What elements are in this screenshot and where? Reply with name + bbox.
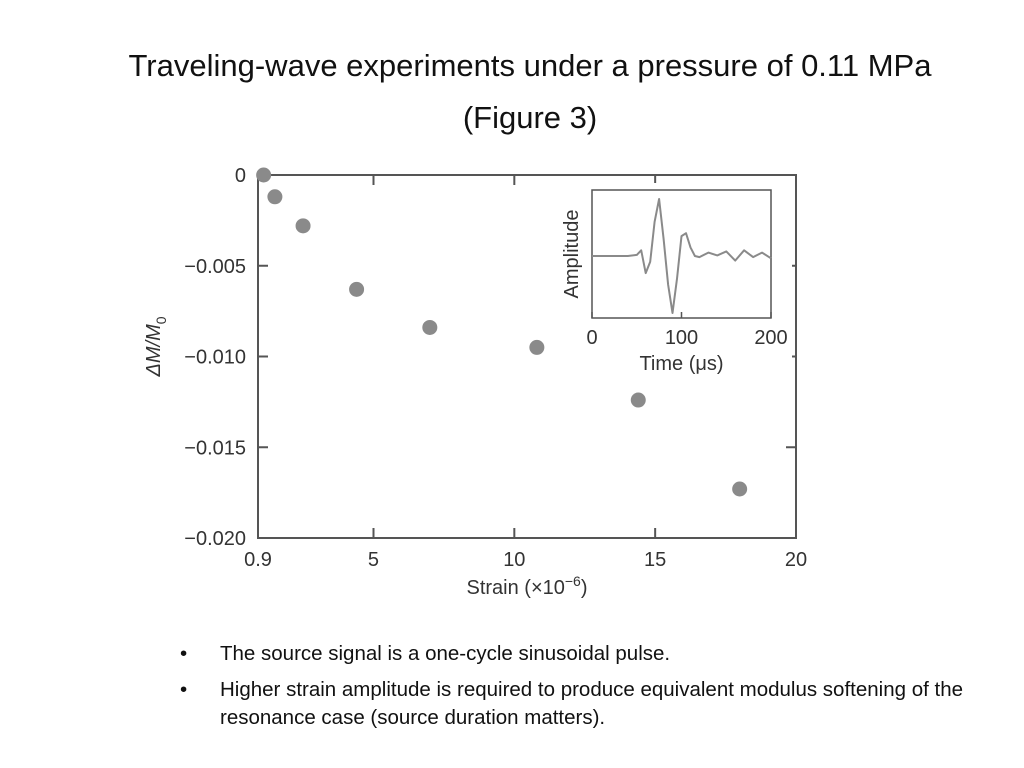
- data-point: [732, 481, 748, 497]
- x-axis-label-exponent: −6: [565, 573, 581, 589]
- bullet-glyph: •: [180, 678, 188, 701]
- x-tick-label: 0.9: [244, 549, 272, 571]
- y-axis-label: ΔM/M0: [143, 316, 169, 377]
- bullet-text: The source signal is a one-cycle sinusoi…: [220, 642, 671, 665]
- slide-title: Traveling-wave experiments under a press…: [0, 40, 1024, 144]
- x-tick-label: 10: [503, 549, 525, 571]
- y-axis-label-main: ΔM/M: [143, 324, 165, 378]
- data-point: [267, 189, 283, 205]
- inset-x-axis-label: Time (μs): [639, 353, 723, 375]
- y-tick-label: −0.005: [184, 256, 246, 278]
- x-axis-label: Strain (×10−6): [466, 573, 587, 599]
- title-line-2: (Figure 3): [462, 100, 598, 135]
- y-tick-label: 0: [235, 165, 246, 187]
- y-tick-label: −0.015: [184, 437, 246, 459]
- data-point: [349, 281, 365, 297]
- inset-waveform-line: [592, 198, 772, 314]
- inset-x-tick-label: 0: [586, 327, 597, 349]
- x-axis-label-main: Strain (×10: [466, 577, 564, 599]
- title-line-1: Traveling-wave experiments under a press…: [128, 48, 932, 83]
- data-point: [630, 392, 646, 408]
- inset-x-tick-label: 200: [754, 327, 787, 349]
- inset-background: [578, 183, 792, 378]
- bullet-item: • Higher strain amplitude is required to…: [180, 676, 980, 732]
- bullet-item: • The source signal is a one-cycle sinus…: [180, 640, 980, 668]
- inset-x-tick-label: 100: [665, 327, 698, 349]
- x-axis-label-close: ): [581, 577, 588, 599]
- bullet-glyph: •: [180, 642, 188, 665]
- data-point: [295, 218, 311, 234]
- data-point: [422, 319, 438, 335]
- bullet-list: • The source signal is a one-cycle sinus…: [180, 640, 980, 740]
- x-tick-label: 15: [644, 549, 666, 571]
- x-tick-label: 5: [368, 549, 379, 571]
- data-point: [529, 339, 545, 355]
- x-tick-label: 20: [785, 549, 807, 571]
- bullet-text: Higher strain amplitude is required to p…: [220, 678, 963, 729]
- y-axis-label-sub: 0: [153, 316, 169, 324]
- y-tick-label: −0.010: [184, 347, 246, 369]
- inset-y-axis-label: Amplitude: [561, 210, 583, 299]
- data-point: [256, 167, 272, 183]
- y-tick-label: −0.020: [184, 528, 246, 550]
